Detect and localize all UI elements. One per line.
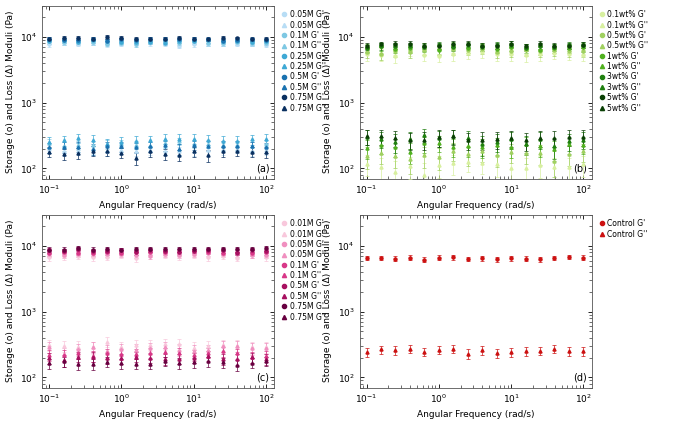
Legend: 0.01M G', 0.01M G'', 0.05M G', 0.05M G'', 0.1M G', 0.1M G'', 0.5M G', 0.5M G'', : 0.01M G', 0.01M G'', 0.05M G', 0.05M G''… — [280, 218, 326, 322]
Y-axis label: Storage (o) and Loss (Δ) Moduli (Pa): Storage (o) and Loss (Δ) Moduli (Pa) — [6, 11, 15, 173]
X-axis label: Angular Frequency (rad/s): Angular Frequency (rad/s) — [417, 411, 535, 419]
Text: (c): (c) — [255, 372, 269, 382]
Legend: 0.05M G', 0.05M G'', 0.1M G', 0.1M G'', 0.25M G', 0.25M G'', 0.5M G', 0.5M G'', : 0.05M G', 0.05M G'', 0.1M G', 0.1M G'', … — [280, 9, 326, 113]
Legend: 0.1wt% G', 0.1wt% G'', 0.5wt% G', 0.5wt% G'', 1wt% G', 1wt% G'', 3wt% G', 3wt% G: 0.1wt% G', 0.1wt% G'', 0.5wt% G', 0.5wt%… — [598, 9, 649, 113]
Legend: Control G', Control G'': Control G', Control G'' — [598, 218, 648, 239]
Y-axis label: Storage (o) and Loss (Δ) Moduli (Pa): Storage (o) and Loss (Δ) Moduli (Pa) — [323, 220, 332, 382]
Y-axis label: Storage (o) and Loss (Δ) Moduli (Pa): Storage (o) and Loss (Δ) Moduli (Pa) — [323, 11, 332, 173]
Y-axis label: Storage (o) and Loss (Δ) Moduli (Pa): Storage (o) and Loss (Δ) Moduli (Pa) — [6, 220, 15, 382]
X-axis label: Angular Frequency (rad/s): Angular Frequency (rad/s) — [100, 411, 217, 419]
Text: (b): (b) — [573, 163, 587, 173]
Text: (a): (a) — [255, 163, 269, 173]
Text: (d): (d) — [573, 372, 587, 382]
X-axis label: Angular Frequency (rad/s): Angular Frequency (rad/s) — [100, 201, 217, 210]
X-axis label: Angular Frequency (rad/s): Angular Frequency (rad/s) — [417, 201, 535, 210]
